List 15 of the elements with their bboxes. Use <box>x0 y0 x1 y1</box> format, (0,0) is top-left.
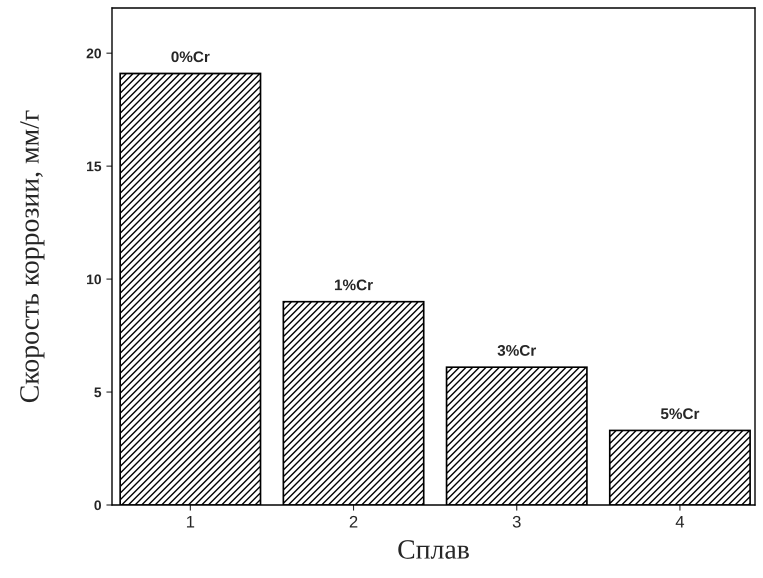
x-tick-label: 1 <box>186 516 194 528</box>
annotation: 1%Cr <box>334 280 373 290</box>
annotation: 5%Cr <box>660 408 700 420</box>
x-tick-label: 2 <box>350 516 358 528</box>
x-tick-label: 3 <box>512 516 521 528</box>
annotation: 3%Cr <box>498 345 536 356</box>
y-tick-label: 15 <box>87 162 102 172</box>
x-tick-label: 4 <box>676 516 684 528</box>
y-tick-label: 10 <box>87 274 102 284</box>
x-axis-title: Сплав <box>398 540 469 559</box>
y-tick-label: 5 <box>94 388 102 398</box>
y-axis-title: Скорость коррозии, мм/г <box>20 110 44 402</box>
y-tick-label: 0 <box>94 500 102 510</box>
annotation: 0%Cr <box>171 51 210 62</box>
y-tick-label: 20 <box>86 48 102 58</box>
